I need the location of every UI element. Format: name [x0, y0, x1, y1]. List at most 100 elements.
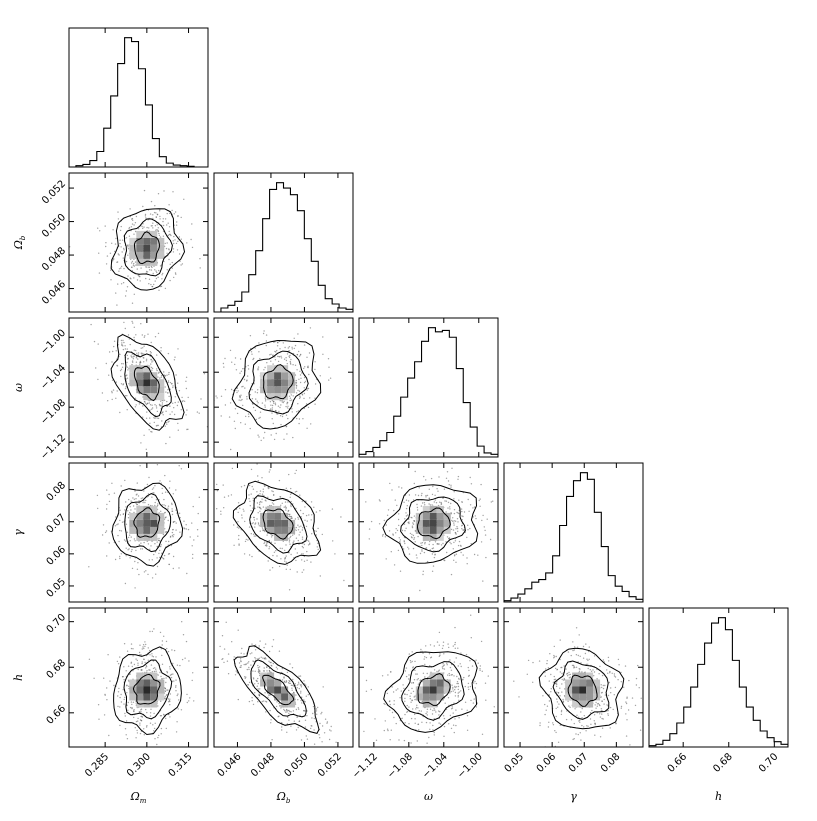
sample-point: [409, 698, 411, 700]
sample-point: [309, 397, 311, 399]
sample-point: [294, 344, 297, 347]
sample-point: [236, 526, 239, 528]
sample-point: [607, 694, 610, 697]
sample-point: [144, 335, 146, 337]
panel-h-vs-omega_b: 0.046 0.048 0.050 0.052: [213, 607, 354, 779]
sample-point: [135, 361, 138, 363]
sample-point: [286, 353, 289, 355]
sample-point: [156, 417, 158, 419]
sample-point: [250, 664, 252, 666]
sample-point: [174, 211, 177, 213]
sample-point: [288, 515, 290, 518]
sample-point: [304, 726, 307, 728]
sample-point: [252, 670, 254, 672]
sample-point: [122, 383, 125, 385]
sample-point: [117, 663, 120, 665]
sample-point: [398, 486, 400, 488]
sample-point: [244, 387, 246, 389]
sample-point: [119, 369, 122, 372]
sample-point: [404, 530, 406, 532]
sample-point: [168, 230, 170, 233]
sample-point: [287, 716, 289, 718]
sample-point: [123, 341, 125, 344]
sample-point: [128, 685, 130, 687]
sample-point: [158, 232, 160, 235]
sample-point: [120, 383, 123, 385]
sample-point: [412, 499, 415, 501]
sample-point: [392, 691, 395, 693]
sample-point: [125, 734, 127, 736]
sample-point: [128, 383, 130, 385]
sample-point: [411, 533, 413, 536]
sample-point: [263, 437, 265, 439]
sample-point: [149, 404, 152, 406]
sample-point: [169, 279, 171, 282]
sample-point: [151, 655, 153, 657]
sample-point: [450, 543, 452, 545]
sample-point: [419, 589, 421, 592]
sample-point: [447, 697, 450, 699]
sample-point: [269, 709, 271, 712]
sample-point: [111, 314, 112, 315]
sample-point: [408, 689, 410, 692]
sample-point: [162, 220, 164, 223]
sample-point: [127, 248, 130, 250]
sample-point: [186, 693, 188, 696]
sample-point: [425, 494, 427, 497]
sample-point: [178, 253, 181, 255]
sample-point: [159, 549, 161, 552]
sample-point: [285, 487, 287, 489]
sample-point: [635, 677, 638, 680]
sample-point: [132, 264, 135, 266]
sample-point: [271, 567, 274, 569]
sample-point: [585, 663, 588, 666]
sample-point: [248, 681, 251, 684]
density-cell: [143, 512, 151, 520]
sample-point: [147, 333, 149, 335]
sample-point: [167, 698, 170, 700]
sample-point: [424, 676, 426, 678]
sample-point: [265, 506, 267, 508]
density-cell: [274, 386, 282, 394]
sample-point: [125, 378, 127, 380]
sample-point: [578, 720, 580, 722]
sample-point: [450, 528, 453, 531]
sample-point: [141, 661, 143, 663]
sample-point: [301, 571, 303, 573]
sample-point: [145, 277, 147, 280]
sample-point: [558, 703, 560, 705]
sample-point: [453, 661, 456, 663]
sample-point: [121, 366, 124, 368]
sample-point: [426, 711, 428, 713]
sample-point: [596, 678, 598, 680]
sample-point: [159, 236, 162, 238]
sample-point: [151, 488, 154, 490]
sample-point: [461, 708, 463, 710]
sample-point: [119, 706, 121, 708]
sample-point: [456, 681, 459, 683]
sample-point: [547, 726, 550, 728]
sample-point: [595, 701, 597, 704]
sample-point: [175, 679, 177, 681]
sample-point: [154, 543, 156, 545]
sample-point: [129, 506, 131, 508]
sample-point: [130, 662, 132, 664]
sample-point: [291, 689, 293, 691]
sample-point: [432, 724, 434, 727]
sample-point: [417, 723, 419, 726]
sample-point: [555, 682, 558, 684]
sample-point: [235, 369, 238, 371]
sample-point: [168, 226, 171, 228]
sample-point: [568, 705, 570, 707]
sample-point: [168, 212, 171, 214]
sample-point: [468, 688, 470, 691]
y-tick-label-gamma: 0.07: [45, 512, 69, 536]
sample-point: [413, 696, 415, 698]
sample-point: [467, 524, 469, 526]
sample-point: [192, 553, 194, 556]
sample-point: [250, 493, 252, 495]
sample-point: [286, 407, 289, 409]
sample-point: [113, 492, 116, 494]
sample-point: [449, 508, 451, 510]
sample-point: [149, 213, 152, 215]
